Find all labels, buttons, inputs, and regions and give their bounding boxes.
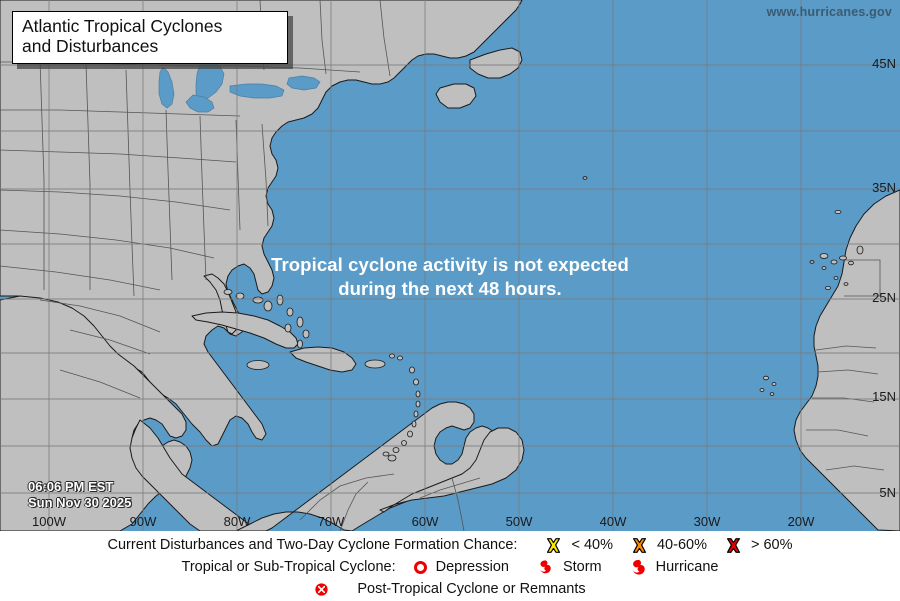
timestamp-time: 06:06 PM EST (28, 479, 114, 494)
tropical-storm-icon (537, 558, 554, 576)
lat-label-45n: 45N (872, 56, 896, 71)
legend-row-formation-chance: Current Disturbances and Two-Day Cyclone… (0, 534, 900, 556)
lon-label-90w: 90W (129, 514, 157, 529)
post-tropical-icon (314, 582, 329, 597)
lon-label-20w: 20W (787, 514, 815, 529)
lon-label-80w: 80W (223, 514, 251, 529)
legend-formation-title: Current Disturbances and Two-Day Cyclone… (107, 537, 518, 553)
legend-hurricane-label: Hurricane (655, 559, 719, 575)
lat-label-15n: 15N (872, 389, 896, 404)
legend-row-post-tropical: Post-Tropical Cyclone or Remnants (0, 578, 900, 600)
x-mark-high-icon (725, 537, 742, 554)
legend-storm-label: Storm (562, 559, 602, 575)
legend-row-cyclone-types: Tropical or Sub-Tropical Cyclone: Depres… (0, 556, 900, 578)
lon-label-70w: 70W (317, 514, 345, 529)
timestamp-date: Sun Nov 30 2025 (28, 495, 132, 511)
issuance-timestamp: 06:06 PM EST Sun Nov 30 2025 (28, 479, 131, 512)
lon-label-60w: 60W (411, 514, 439, 529)
lon-label-30w: 30W (693, 514, 721, 529)
map-geography: .land { fill:#bfbfbf; stroke:#1a1a1a; st… (0, 0, 900, 531)
map-title-line-1: Atlantic Tropical Cyclones (22, 16, 223, 36)
legend-chance-low-label: < 40% (571, 537, 613, 553)
lon-label-40w: 40W (599, 514, 627, 529)
map-legend: Current Disturbances and Two-Day Cyclone… (0, 531, 900, 601)
x-mark-low-icon (545, 537, 562, 554)
depression-icon (413, 560, 427, 574)
lat-label-5n: 5N (879, 485, 896, 500)
site-url-watermark: www.hurricanes.gov (766, 5, 892, 19)
map-title-line-2: and Disturbances (22, 36, 159, 57)
map-title-box: Atlantic Tropical Cyclones and Disturban… (12, 11, 288, 64)
lat-label-25n: 25N (872, 290, 896, 305)
x-mark-medium-icon (631, 537, 648, 554)
lon-label-100w: 100W (32, 514, 66, 529)
legend-chance-high-label: > 60% (750, 537, 793, 553)
legend-cyclone-title: Tropical or Sub-Tropical Cyclone: (181, 559, 396, 575)
lon-label-50w: 50W (505, 514, 533, 529)
legend-chance-mid-label: 40-60% (656, 537, 707, 553)
lat-label-35n: 35N (872, 180, 896, 195)
legend-depression-label: Depression (435, 559, 509, 575)
hurricane-icon (630, 558, 647, 576)
legend-post-tropical-label: Post-Tropical Cyclone or Remnants (357, 581, 586, 597)
atlantic-basin-map[interactable]: .land { fill:#bfbfbf; stroke:#1a1a1a; st… (0, 0, 900, 531)
